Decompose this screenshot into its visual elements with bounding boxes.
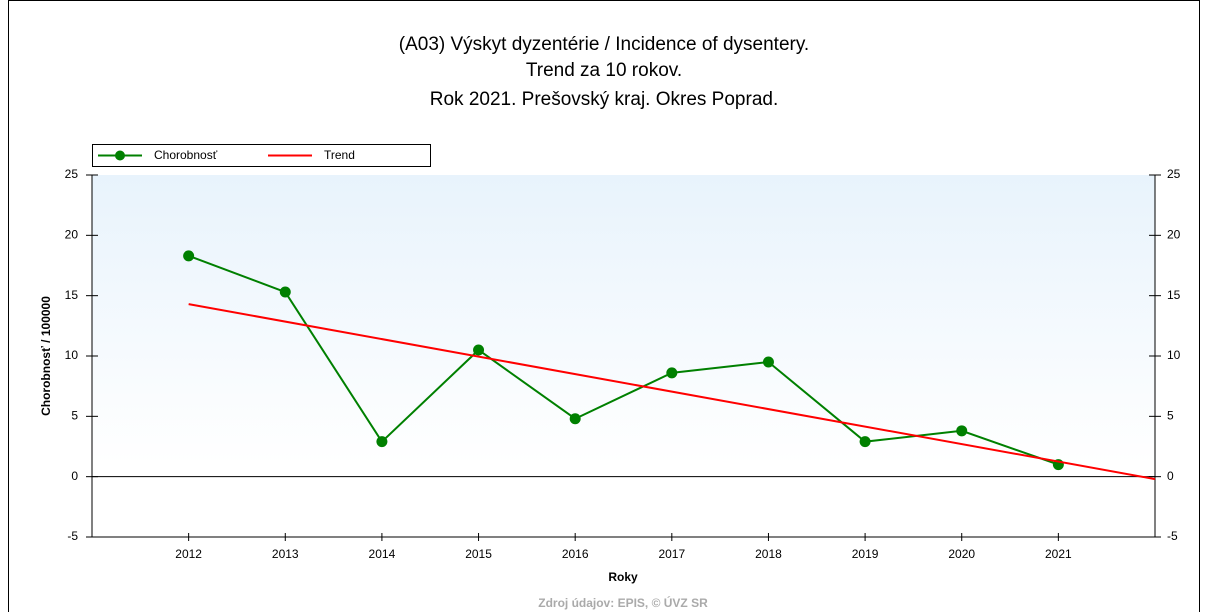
x-axis-label: Roky [608,570,638,584]
legend-label: Trend [324,148,355,162]
y-tick-label: -5 [67,529,78,543]
y2-tick-label: -5 [1167,529,1178,543]
legend-label: Chorobnosť [154,148,218,162]
y-tick-label: 25 [65,167,79,181]
point [183,250,195,262]
point [376,436,388,448]
point [956,425,968,437]
y-tick-label: 20 [65,228,79,242]
point [473,344,485,356]
y-tick-label: 10 [65,348,79,362]
y-tick-label: 15 [65,288,79,302]
x-tick-label: 2018 [755,547,782,561]
point [762,356,774,368]
plot-area [92,175,1155,537]
chart-title: (A03) Výskyt dyzentérie / Incidence of d… [399,34,809,55]
y2-tick-label: 5 [1167,409,1174,423]
point [666,367,678,379]
x-tick-label: 2015 [465,547,492,561]
chart-title: Trend za 10 rokov. [526,60,682,81]
x-tick-label: 2012 [175,547,202,561]
y-tick-label: 5 [71,409,78,423]
x-tick-label: 2021 [1045,547,1072,561]
chart-title: Rok 2021. Prešovský kraj. Okres Poprad. [430,89,778,110]
y-axis-label: Chorobnosť / 100000 [39,296,53,416]
x-tick-label: 2014 [369,547,396,561]
x-tick-label: 2019 [852,547,879,561]
x-tick-label: 2020 [948,547,975,561]
y2-tick-label: 10 [1167,348,1181,362]
series-line [188,303,1156,481]
y2-tick-label: 0 [1167,469,1174,483]
y-tick-label: 0 [71,469,78,483]
point [279,286,291,298]
source: Zdroj údajov: EPIS, © ÚVZ SR [538,595,708,610]
x-tick-label: 2016 [562,547,589,561]
frame [8,0,1200,612]
point [859,436,871,448]
legend-marker [115,150,125,161]
y2-tick-label: 20 [1167,228,1181,242]
x-tick-label: 2013 [272,547,299,561]
y2-tick-label: 15 [1167,288,1181,302]
y2-tick-label: 25 [1167,167,1181,181]
legend [92,144,431,167]
point [569,413,581,425]
x-tick-label: 2017 [658,547,685,561]
